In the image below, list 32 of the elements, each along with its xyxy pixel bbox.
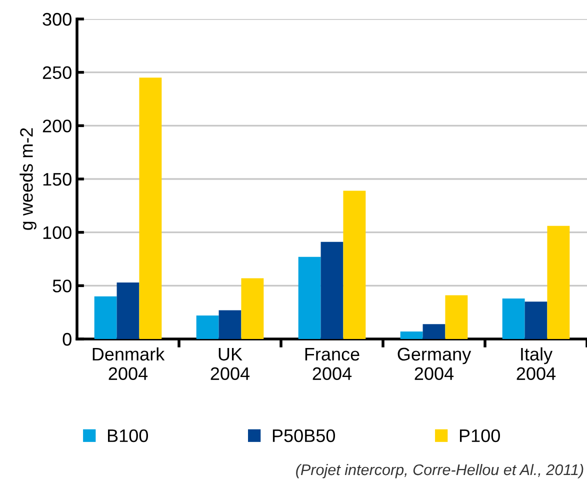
text: (Projet intercorp, Corre-Hellou et Al., 2011)	[296, 464, 584, 478]
x-tick-label: Germany 2004	[398, 348, 472, 380]
legend-label: P100	[460, 429, 500, 442]
bar	[422, 324, 446, 339]
y-tick-label: 200	[42, 120, 72, 132]
bar	[547, 226, 570, 339]
y-tick-label: 300	[42, 12, 72, 26]
bar	[139, 78, 162, 339]
legend-label: P50B50	[272, 429, 336, 442]
x-tick-label: France 2004	[305, 348, 360, 380]
x-tick-label: UK 2004	[210, 348, 250, 380]
y-tick-label: 250	[42, 66, 72, 80]
bar	[524, 302, 548, 339]
y-tick-label: 0	[62, 332, 72, 346]
bar	[502, 298, 525, 339]
y-axis-title: g weeds m-2	[20, 128, 36, 230]
bar	[218, 310, 242, 339]
bar	[196, 316, 219, 339]
bar	[298, 256, 321, 339]
legend-label: B100	[108, 429, 148, 442]
bar	[445, 295, 468, 339]
x-tick-label: Italy 2004	[516, 347, 556, 380]
bar	[400, 332, 423, 339]
bar	[241, 278, 264, 339]
bar	[343, 190, 366, 339]
y-tick-label: 150	[43, 172, 72, 186]
bar	[320, 242, 344, 339]
x-tick-label: Denmark 2004	[92, 347, 165, 380]
bar	[94, 296, 117, 339]
y-tick-label: 100	[43, 226, 72, 240]
y-tick-label: 50	[52, 280, 72, 292]
bar	[116, 282, 140, 339]
